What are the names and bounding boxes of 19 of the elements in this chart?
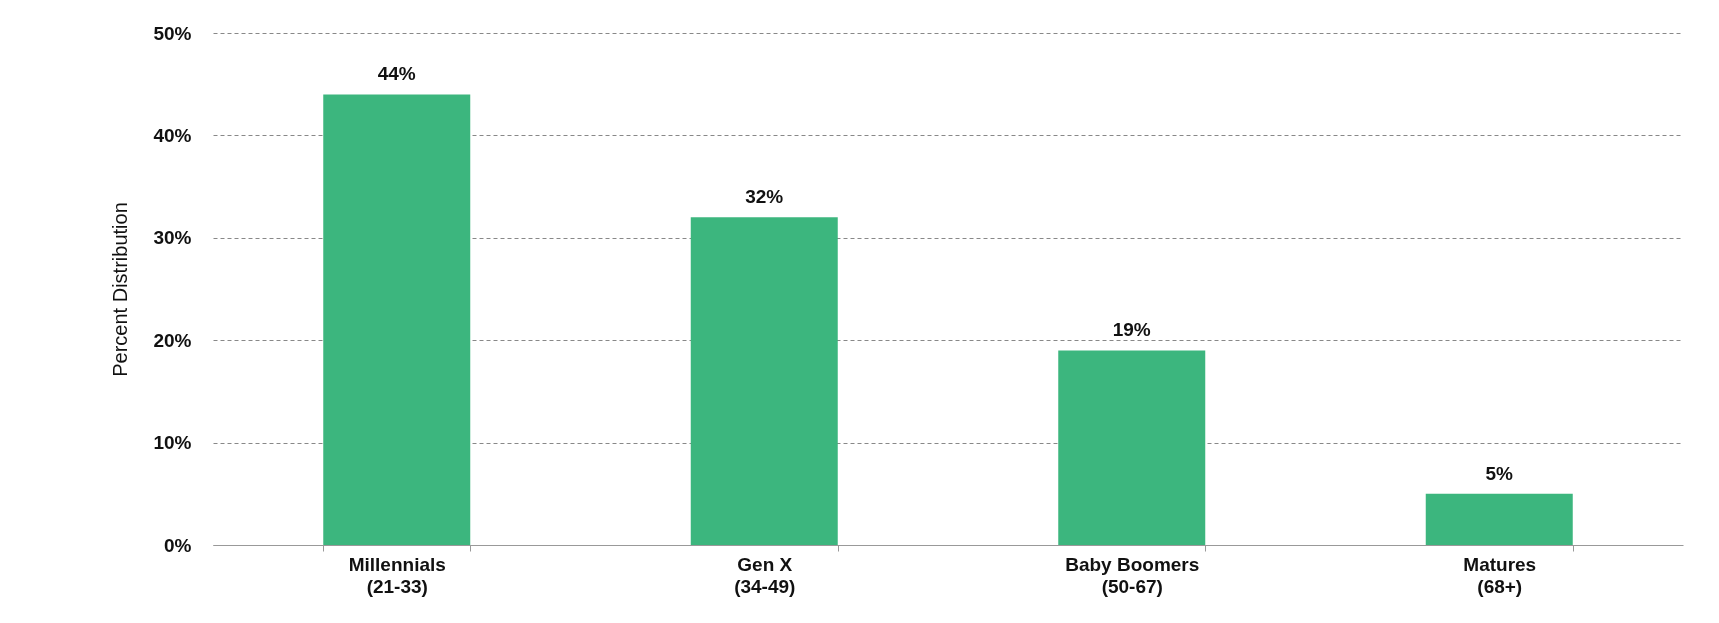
data-label: 5%	[1485, 462, 1514, 484]
x-tick-label: Millennials (21-33)	[348, 553, 446, 597]
y-tick-label: 40%	[153, 124, 192, 146]
x-tick-label: Matures (68+)	[1463, 553, 1537, 597]
y-tick-label: 50%	[153, 22, 192, 44]
y-tick-label: 10%	[153, 432, 192, 454]
bar	[690, 217, 838, 545]
y-tick-label: 20%	[153, 329, 192, 351]
y-axis-title: Percent Distribution	[109, 202, 132, 377]
bar	[323, 94, 471, 545]
y-tick-label: 0%	[164, 534, 192, 556]
data-label: 19%	[1112, 319, 1151, 341]
y-tick-label: 30%	[153, 227, 192, 249]
x-tick-label: Baby Boomers (50-67)	[1065, 553, 1200, 597]
x-tick-label: Gen X (34-49)	[734, 553, 796, 597]
bar	[1058, 350, 1206, 545]
bar	[1425, 493, 1573, 545]
data-label: 44%	[377, 63, 416, 85]
data-label: 32%	[745, 186, 784, 208]
